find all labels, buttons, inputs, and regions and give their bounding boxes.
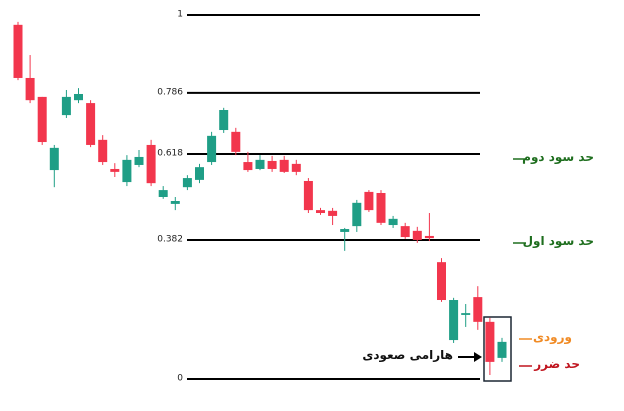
arrow-head bbox=[474, 352, 482, 362]
pattern-box bbox=[483, 316, 512, 382]
y-tick-label: 0.382 bbox=[157, 234, 183, 244]
annotation: حد سود دوم bbox=[522, 150, 594, 164]
y-tick-label: 1 bbox=[177, 10, 183, 20]
annotation: هارامی صعودی bbox=[362, 348, 453, 362]
annotation: حد ضرر bbox=[534, 357, 580, 371]
y-tick-label: 0 bbox=[177, 374, 183, 384]
annotation: حد سود اول bbox=[522, 234, 594, 248]
annotation: ورودی bbox=[533, 330, 572, 344]
y-tick-label: 0.786 bbox=[157, 87, 183, 97]
y-tick-label: 0.618 bbox=[157, 149, 183, 159]
